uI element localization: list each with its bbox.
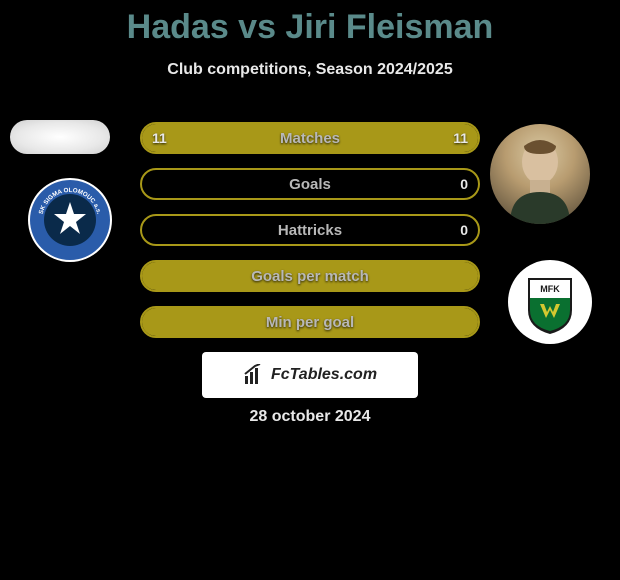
chart-icon [243, 364, 265, 386]
team-left-logo: SK SIGMA OLOMOUC a.s. [28, 178, 112, 262]
stats-container: 11 Matches 11 Goals 0 Hattricks 0 Goals … [140, 122, 480, 352]
stat-left-value: 11 [152, 130, 167, 146]
stat-label: Goals [289, 176, 331, 193]
stat-row-goals-per-match: Goals per match [140, 260, 480, 292]
comparison-title: Hadas vs Jiri Fleisman [0, 0, 620, 47]
stat-row-hattricks: Hattricks 0 [140, 214, 480, 246]
stat-row-goals: Goals 0 [140, 168, 480, 200]
player-left-avatar [10, 120, 110, 154]
comparison-date: 28 october 2024 [0, 408, 620, 426]
stat-label: Min per goal [266, 314, 354, 331]
team-right-logo: MFK MFK KARVINÁ [508, 260, 592, 344]
watermark-text: FcTables.com [271, 366, 377, 384]
stat-label: Matches [280, 130, 340, 147]
stat-right-value: 0 [460, 222, 468, 238]
stat-row-matches: 11 Matches 11 [140, 122, 480, 154]
stat-label: Hattricks [278, 222, 342, 239]
stat-row-min-per-goal: Min per goal [140, 306, 480, 338]
stat-right-value: 0 [460, 176, 468, 192]
svg-text:MFK: MFK [540, 284, 560, 294]
stat-right-value: 11 [453, 130, 468, 146]
stat-label: Goals per match [251, 268, 369, 285]
watermark: FcTables.com [202, 352, 418, 398]
player-right-avatar [490, 124, 590, 224]
comparison-subtitle: Club competitions, Season 2024/2025 [0, 61, 620, 79]
